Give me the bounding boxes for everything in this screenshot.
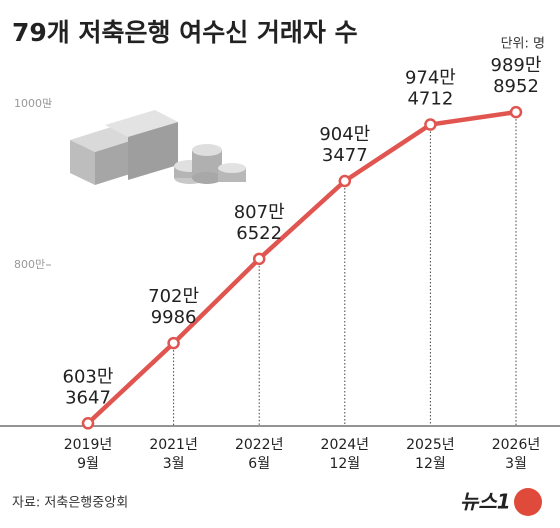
value-label-line: 8952 bbox=[493, 76, 539, 97]
x-tick-label-line: 3월 bbox=[505, 456, 527, 472]
x-tick-label-line: 2022년 bbox=[235, 437, 284, 453]
value-label-line: 989만 bbox=[491, 55, 542, 76]
logo-text: 뉴스1 bbox=[460, 490, 511, 514]
value-label: 904만 3477 bbox=[319, 124, 370, 166]
value-label-line: 6522 bbox=[236, 223, 282, 244]
value-label-line: 974만 bbox=[405, 68, 456, 89]
chart-title: 79개 저축은행 여수신 거래자 수 bbox=[12, 18, 358, 47]
value-label: 989만 8952 bbox=[491, 55, 542, 97]
point bbox=[81, 417, 95, 430]
value-label: 974만 4712 bbox=[405, 68, 456, 110]
value-label: 807만 6522 bbox=[234, 202, 285, 244]
x-tick-label-line: 3월 bbox=[163, 456, 185, 472]
x-tick-label: 2025년 12월 bbox=[406, 437, 455, 472]
x-tick-label: 2021년 3월 bbox=[149, 437, 198, 472]
value-label-line: 603만 bbox=[63, 366, 114, 387]
x-tick-label-line: 2025년 bbox=[406, 437, 455, 453]
value-label-line: 9986 bbox=[151, 307, 197, 328]
value-label: 603만 3647 bbox=[63, 366, 114, 408]
value-label: 702만 9986 bbox=[148, 286, 199, 328]
x-tick-label: 2022년 6월 bbox=[235, 437, 284, 472]
value-label-line: 702만 bbox=[148, 286, 199, 307]
series-line bbox=[86, 109, 517, 425]
x-tick-label-line: 2019년 bbox=[64, 437, 113, 453]
x-tick-label-line: 12월 bbox=[329, 456, 360, 472]
logo-mark bbox=[514, 488, 542, 516]
point bbox=[252, 252, 266, 266]
x-tick-label-line: 6월 bbox=[248, 456, 270, 472]
x-tick-label-line: 2024년 bbox=[321, 437, 370, 453]
x-tick-label-line: 9월 bbox=[77, 456, 99, 472]
x-tick-label: 2024년 12월 bbox=[321, 437, 370, 472]
source: 자료: 저축은행중앙회 bbox=[12, 495, 128, 511]
point bbox=[338, 174, 352, 188]
unit-label: 단위: 명 bbox=[501, 37, 545, 52]
x-tick-label-line: 12월 bbox=[415, 456, 446, 472]
value-label-line: 4712 bbox=[407, 89, 453, 110]
y-tick-label: 1000만 bbox=[14, 97, 52, 110]
money-illustration bbox=[70, 110, 246, 185]
point bbox=[167, 336, 180, 350]
point bbox=[509, 105, 523, 119]
value-label-line: 3477 bbox=[322, 145, 368, 166]
x-tick-label-line: 2021년 bbox=[149, 437, 198, 453]
x-tick-label: 2026년 3월 bbox=[492, 437, 541, 472]
x-tick-label: 2019년 9월 bbox=[64, 437, 113, 472]
x-tick-label-line: 2026년 bbox=[492, 437, 541, 453]
value-label-line: 3647 bbox=[65, 387, 111, 408]
point bbox=[424, 118, 437, 131]
y-tick-label: 800만 bbox=[14, 258, 45, 271]
value-label-line: 904만 bbox=[319, 124, 370, 145]
value-label-line: 807만 bbox=[234, 202, 285, 223]
